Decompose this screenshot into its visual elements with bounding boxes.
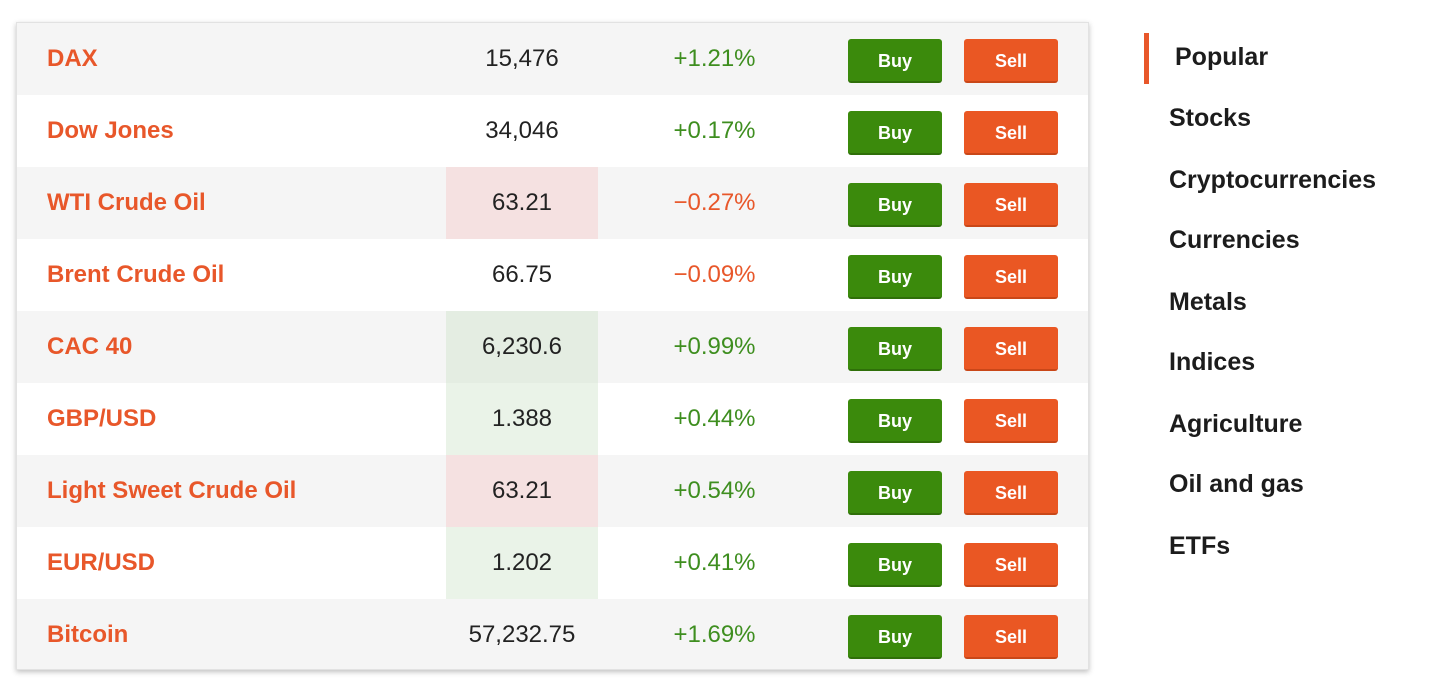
nav-item-oil-and-gas[interactable]: Oil and gas [1169,470,1304,498]
price-value: 63.21 [446,167,598,239]
sell-button[interactable]: Sell [964,471,1058,515]
change-value: −0.09% [673,261,756,288]
instrument-name[interactable]: CAC 40 [47,333,133,360]
sell-button[interactable]: Sell [964,255,1058,299]
quote-row-eur-usd: EUR/USD 1.202 +0.41% Buy Sell [17,527,1088,599]
buy-button[interactable]: Buy [848,399,942,443]
buy-button[interactable]: Buy [848,543,942,587]
sell-button[interactable]: Sell [964,615,1058,659]
instrument-name[interactable]: DAX [47,45,98,72]
quote-row-gbp-usd: GBP/USD 1.388 +0.44% Buy Sell [17,383,1088,455]
quote-row-dax: DAX 15,476 +1.21% Buy Sell [17,23,1088,95]
nav-item-cryptocurrencies[interactable]: Cryptocurrencies [1169,166,1377,194]
sell-button[interactable]: Sell [964,39,1058,83]
instrument-name[interactable]: EUR/USD [47,549,156,576]
price-value: 63.21 [446,455,598,527]
nav-item-currencies[interactable]: Currencies [1169,226,1300,254]
buy-button[interactable]: Buy [848,327,942,371]
instrument-name[interactable]: GBP/USD [47,405,157,432]
quotes-table: DAX 15,476 +1.21% Buy Sell Dow Jones 34,… [16,22,1089,670]
nav-item-indices[interactable]: Indices [1169,348,1256,376]
sell-button[interactable]: Sell [964,327,1058,371]
instrument-name[interactable]: Bitcoin [47,621,129,648]
price-value: 57,232.75 [468,621,576,648]
quote-row-cac-40: CAC 40 6,230.6 +0.99% Buy Sell [17,311,1088,383]
quote-row-brent-crude-oil: Brent Crude Oil 66.75 −0.09% Buy Sell [17,239,1088,311]
quote-row-bitcoin: Bitcoin 57,232.75 +1.69% Buy Sell [17,599,1088,669]
instrument-name[interactable]: Brent Crude Oil [47,261,225,288]
active-tab-indicator [1144,33,1149,84]
buy-button[interactable]: Buy [848,39,942,83]
change-value: +0.54% [673,477,756,504]
nav-item-metals[interactable]: Metals [1169,288,1247,316]
price-value: 15,476 [485,45,559,72]
quote-row-dow-jones: Dow Jones 34,046 +0.17% Buy Sell [17,95,1088,167]
quote-row-wti-crude-oil: WTI Crude Oil 63.21 −0.27% Buy Sell [17,167,1088,239]
sell-button[interactable]: Sell [964,111,1058,155]
buy-button[interactable]: Buy [848,471,942,515]
change-value: +1.21% [673,45,756,72]
change-value: +0.99% [673,333,756,360]
nav-item-stocks[interactable]: Stocks [1169,104,1251,132]
instrument-name[interactable]: WTI Crude Oil [47,189,206,216]
buy-button[interactable]: Buy [848,183,942,227]
change-value: +0.44% [673,405,756,432]
price-value: 66.75 [491,261,553,288]
buy-button[interactable]: Buy [848,111,942,155]
nav-item-agriculture[interactable]: Agriculture [1169,410,1303,438]
instrument-name[interactable]: Dow Jones [47,117,174,144]
change-value: +0.17% [673,117,756,144]
buy-button[interactable]: Buy [848,615,942,659]
sell-button[interactable]: Sell [964,543,1058,587]
change-value: +1.69% [673,621,756,648]
instrument-name[interactable]: Light Sweet Crude Oil [47,477,297,504]
price-value: 6,230.6 [446,311,598,383]
change-value: −0.27% [673,189,756,216]
price-value: 1.202 [446,527,598,599]
change-value: +0.41% [673,549,756,576]
nav-item-etfs[interactable]: ETFs [1169,532,1231,560]
sell-button[interactable]: Sell [964,399,1058,443]
quote-row-light-sweet-crude-oil: Light Sweet Crude Oil 63.21 +0.54% Buy S… [17,455,1088,527]
sell-button[interactable]: Sell [964,183,1058,227]
price-value: 34,046 [485,117,559,144]
nav-item-popular[interactable]: Popular [1175,43,1269,71]
price-value: 1.388 [446,383,598,455]
buy-button[interactable]: Buy [848,255,942,299]
